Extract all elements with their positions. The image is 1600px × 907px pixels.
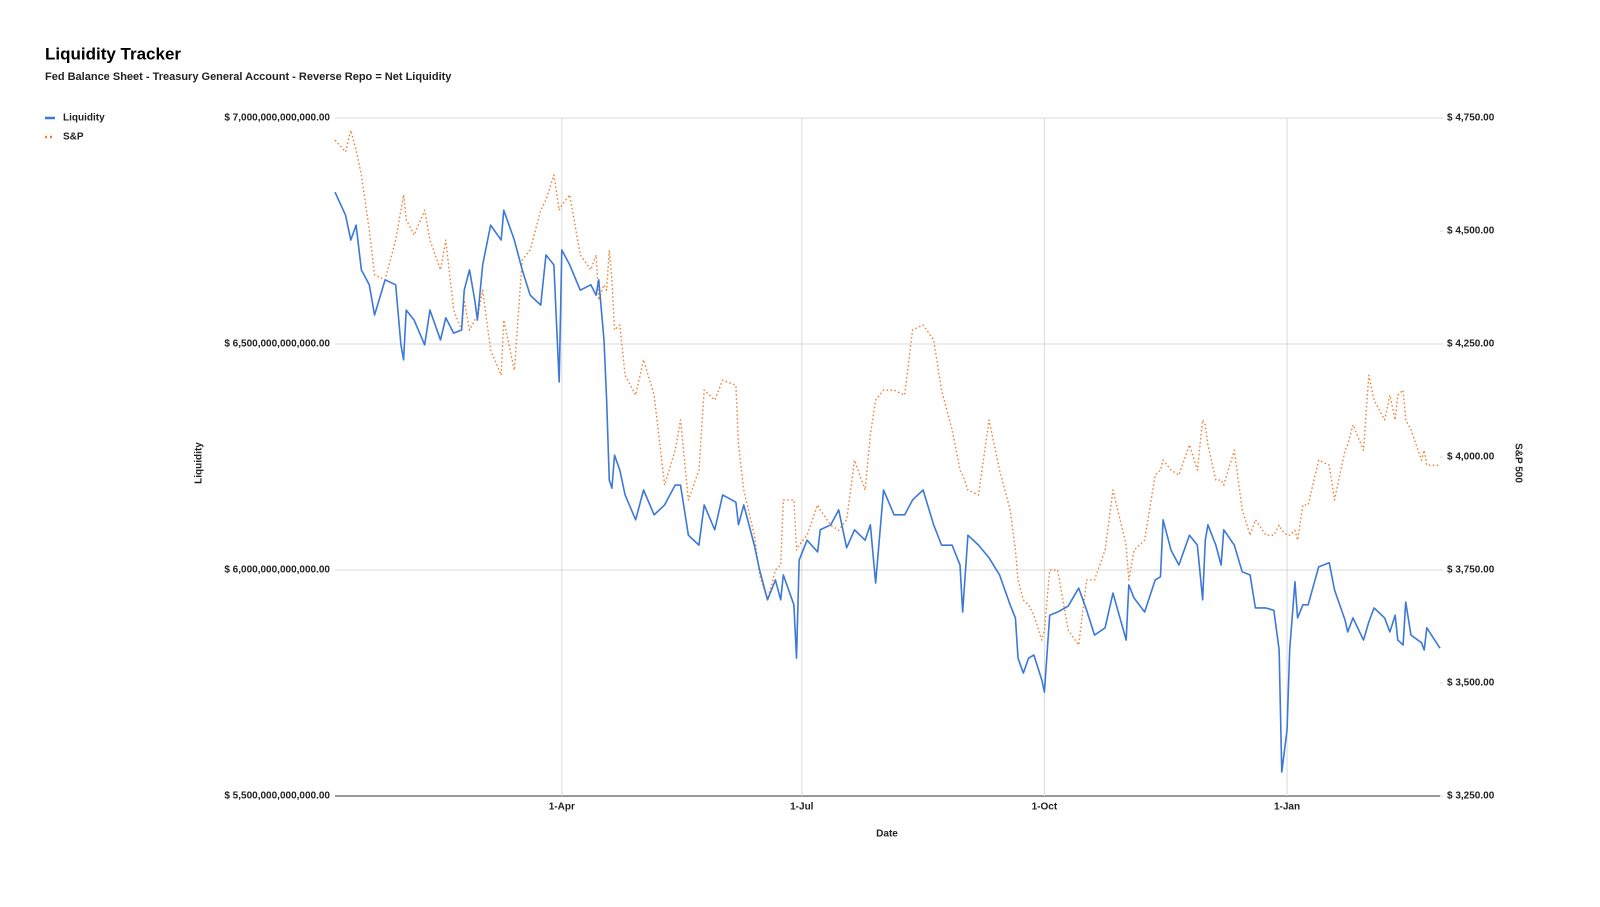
chart-subtitle: Fed Balance Sheet - Treasury General Acc… [45, 71, 452, 83]
x-tick-label: 1-Jul [790, 802, 814, 813]
y2-tick-label: $ 4,000.00 [1447, 452, 1495, 463]
legend-label: S&P [63, 132, 84, 143]
y2-tick-label: $ 4,250.00 [1447, 339, 1495, 350]
y2-axis-label: S&P 500 [1512, 443, 1523, 483]
chart-title: Liquidity Tracker [45, 44, 181, 63]
y-tick-label: $ 6,500,000,000,000.00 [224, 339, 330, 350]
series-line [334, 129, 1440, 646]
y2-tick-label: $ 3,750.00 [1447, 565, 1495, 576]
y-tick-label: $ 5,500,000,000,000.00 [224, 791, 330, 802]
y-tick-label: $ 7,000,000,000,000.00 [224, 113, 330, 124]
x-tick-label: 1-Apr [549, 802, 575, 813]
legend-label: Liquidity [63, 113, 105, 124]
y2-tick-label: $ 4,500.00 [1447, 226, 1495, 237]
y-axis-label: Liquidity [194, 442, 205, 484]
series-line [334, 191, 1441, 773]
y-tick-label: $ 6,000,000,000,000.00 [224, 565, 330, 576]
x-axis-label: Date [876, 829, 898, 840]
x-tick-label: 1-Oct [1032, 802, 1058, 813]
y2-tick-label: $ 3,250.00 [1447, 791, 1495, 802]
x-tick-label: 1-Jan [1274, 802, 1300, 813]
y2-tick-label: $ 4,750.00 [1447, 113, 1495, 124]
y2-tick-label: $ 3,500.00 [1447, 678, 1495, 689]
